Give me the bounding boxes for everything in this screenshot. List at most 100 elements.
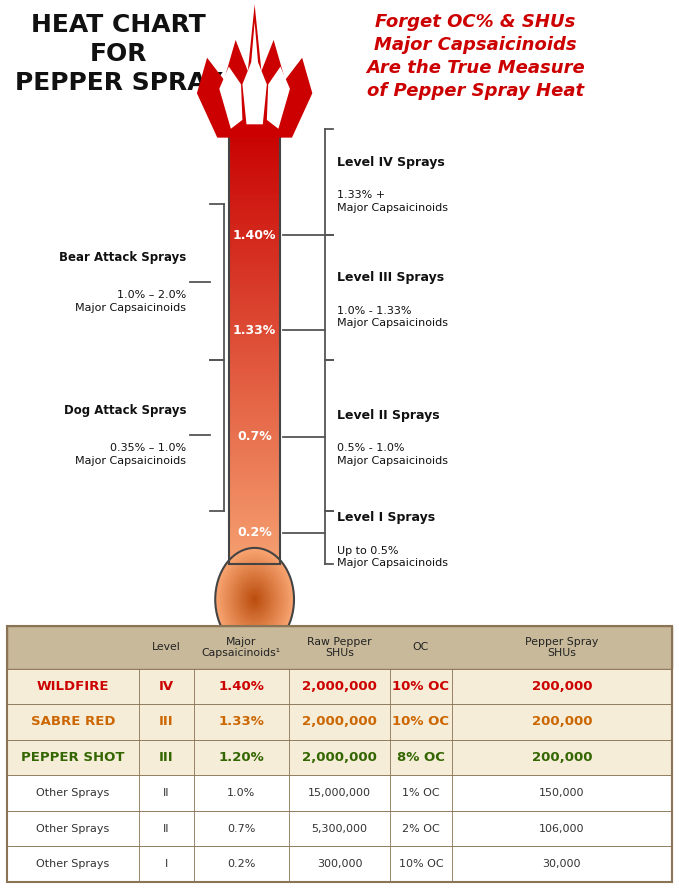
- Bar: [230, 271, 280, 273]
- Bar: [230, 381, 280, 383]
- Text: 1.33%: 1.33%: [218, 716, 264, 728]
- Bar: [230, 552, 280, 554]
- Bar: [230, 152, 280, 154]
- Bar: [230, 353, 280, 355]
- Bar: [230, 431, 280, 432]
- Bar: [230, 236, 280, 238]
- Bar: [230, 155, 280, 156]
- Bar: [230, 399, 280, 400]
- Bar: [230, 218, 280, 220]
- Bar: [230, 193, 280, 194]
- Bar: [230, 351, 280, 353]
- Bar: [230, 241, 280, 242]
- Text: 0.7%: 0.7%: [227, 823, 255, 834]
- Circle shape: [222, 557, 287, 642]
- Bar: [230, 156, 280, 158]
- Bar: [230, 282, 280, 284]
- Bar: [230, 287, 280, 289]
- Circle shape: [253, 597, 257, 602]
- Bar: [7, 704, 672, 740]
- Bar: [230, 238, 280, 239]
- Text: Dog Attack Sprays: Dog Attack Sprays: [64, 404, 186, 416]
- Bar: [230, 527, 280, 529]
- Bar: [230, 401, 280, 403]
- Bar: [230, 179, 280, 181]
- Bar: [230, 264, 280, 266]
- Bar: [230, 525, 280, 527]
- Bar: [230, 445, 280, 447]
- Circle shape: [251, 594, 259, 605]
- Circle shape: [238, 578, 271, 621]
- Bar: [230, 186, 280, 188]
- Circle shape: [227, 564, 282, 635]
- Bar: [230, 500, 280, 502]
- Bar: [230, 479, 280, 480]
- Bar: [230, 380, 280, 381]
- Bar: [230, 229, 280, 230]
- Bar: [230, 496, 280, 497]
- Circle shape: [245, 587, 264, 612]
- Bar: [230, 451, 280, 452]
- Bar: [230, 139, 280, 140]
- Bar: [230, 223, 280, 225]
- Bar: [230, 488, 280, 490]
- Bar: [230, 342, 280, 344]
- Bar: [7, 775, 672, 811]
- Text: HEAT CHART
FOR
PEPPER SPRAY: HEAT CHART FOR PEPPER SPRAY: [15, 13, 223, 95]
- Text: 0.2%: 0.2%: [237, 527, 272, 539]
- Bar: [230, 491, 280, 493]
- Bar: [230, 177, 280, 178]
- Bar: [230, 523, 280, 525]
- Circle shape: [242, 583, 268, 616]
- Circle shape: [246, 589, 263, 610]
- Text: III: III: [159, 716, 174, 728]
- Bar: [230, 348, 280, 349]
- Text: II: II: [163, 788, 170, 798]
- Text: Other Sprays: Other Sprays: [37, 823, 109, 834]
- Circle shape: [251, 595, 258, 604]
- Bar: [230, 459, 280, 461]
- Bar: [230, 206, 280, 207]
- Text: Level III Sprays: Level III Sprays: [337, 272, 444, 284]
- Circle shape: [223, 559, 286, 640]
- Circle shape: [248, 591, 261, 608]
- Bar: [230, 420, 280, 422]
- Bar: [230, 293, 280, 294]
- Circle shape: [221, 555, 289, 644]
- Text: Raw Pepper
SHUs: Raw Pepper SHUs: [307, 637, 372, 658]
- Polygon shape: [267, 67, 290, 129]
- Bar: [230, 440, 280, 442]
- Bar: [230, 211, 280, 213]
- Circle shape: [225, 561, 284, 638]
- Bar: [230, 413, 280, 415]
- Bar: [230, 404, 280, 406]
- Bar: [230, 297, 280, 298]
- Circle shape: [217, 550, 293, 649]
- Bar: [230, 499, 280, 500]
- Circle shape: [252, 596, 257, 603]
- Bar: [230, 561, 280, 562]
- Text: Level II Sprays: Level II Sprays: [337, 409, 439, 422]
- Bar: [230, 432, 280, 433]
- Text: 300,000: 300,000: [316, 859, 363, 869]
- Bar: [230, 210, 280, 211]
- Bar: [230, 181, 280, 182]
- Bar: [230, 182, 280, 184]
- Bar: [230, 429, 280, 431]
- Bar: [230, 449, 280, 451]
- Bar: [230, 259, 280, 261]
- Text: 10% OC: 10% OC: [392, 680, 449, 693]
- Circle shape: [230, 567, 280, 632]
- Bar: [230, 529, 280, 530]
- Bar: [230, 307, 280, 309]
- Bar: [230, 447, 280, 448]
- Bar: [230, 514, 280, 516]
- Text: 10% OC: 10% OC: [399, 859, 443, 869]
- Circle shape: [215, 548, 294, 651]
- Circle shape: [225, 560, 285, 638]
- Bar: [230, 495, 280, 496]
- Bar: [230, 147, 280, 149]
- Bar: [230, 464, 280, 465]
- Bar: [230, 225, 280, 226]
- Bar: [230, 200, 280, 202]
